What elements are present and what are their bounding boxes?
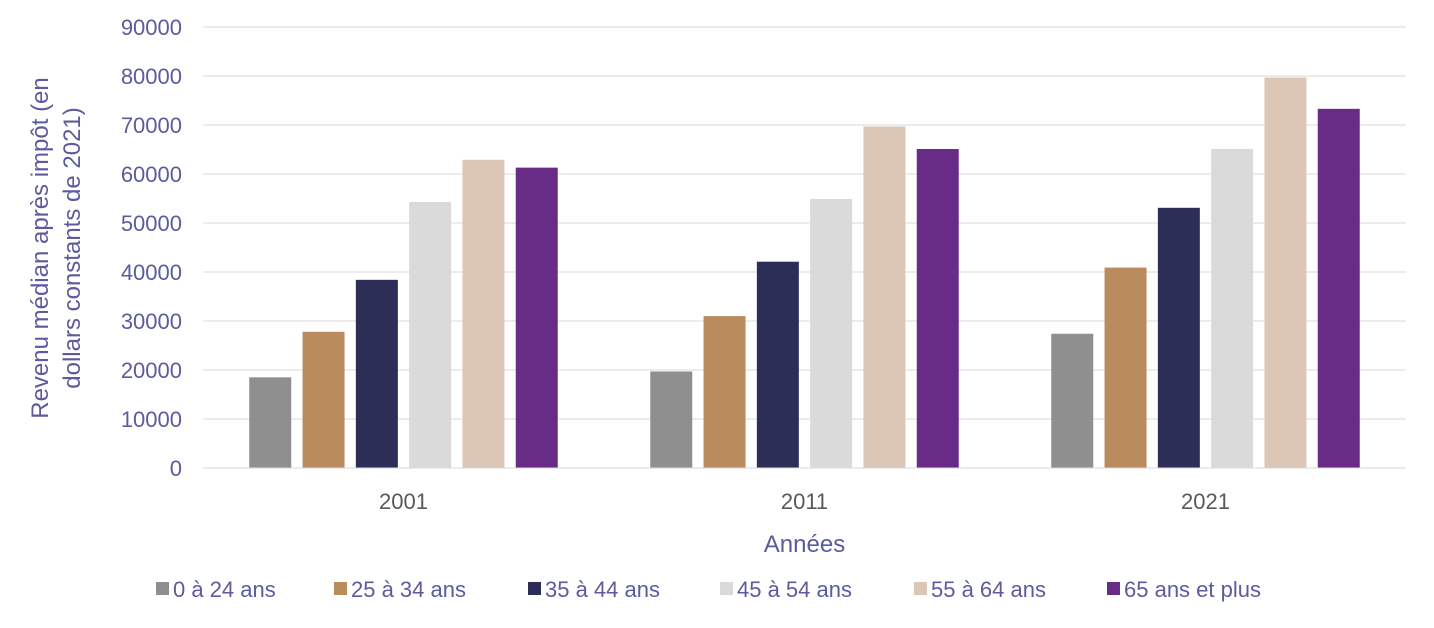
bar	[1211, 149, 1254, 468]
legend-swatch	[528, 582, 541, 595]
y-tick-label: 90000	[121, 15, 182, 40]
legend-label: 45 à 54 ans	[737, 577, 852, 602]
y-axis-title: Revenu médian après impôt (en dollars con…	[27, 77, 86, 419]
bar	[302, 331, 345, 468]
legend-label: 55 à 64 ans	[931, 577, 1046, 602]
x-axis-ticks: 2001 2011 2021	[379, 489, 1230, 514]
legend-label: 35 à 44 ans	[545, 577, 660, 602]
bar	[916, 149, 959, 468]
bar	[810, 198, 853, 469]
y-axis-ticks: 0 10000 20000 30000 40000 50000 60000 70000 8000…	[121, 15, 182, 481]
bar	[1104, 267, 1147, 468]
y-tick-label: 20000	[121, 358, 182, 383]
bar	[650, 371, 693, 468]
y-axis-title-line: dollars constants de 2021)	[59, 107, 86, 389]
y-tick-label: 60000	[121, 162, 182, 187]
y-tick-label: 30000	[121, 309, 182, 334]
x-axis-title: Années	[764, 531, 845, 558]
legend-swatch	[156, 582, 169, 595]
y-tick-label: 10000	[121, 407, 182, 432]
y-tick-label: 40000	[121, 260, 182, 285]
y-tick-label: 50000	[121, 211, 182, 236]
y-tick-label: 70000	[121, 113, 182, 138]
y-axis-title-line: Revenu médian après impôt (en	[27, 77, 54, 419]
x-tick-label: 2021	[1181, 489, 1230, 514]
bar	[1317, 108, 1360, 468]
legend-swatch	[720, 582, 733, 595]
legend-label: 0 à 24 ans	[173, 577, 276, 602]
bar	[249, 377, 292, 468]
legend: 0 à 24 ans 25 à 34 ans 35 à 44 ans 45 à 54 …	[156, 577, 1261, 602]
bar	[1264, 77, 1307, 468]
bar	[703, 316, 746, 468]
legend-label: 65 ans et plus	[1124, 577, 1261, 602]
bar	[409, 201, 452, 468]
bar	[756, 261, 799, 468]
legend-swatch	[914, 582, 927, 595]
bar	[863, 126, 906, 468]
x-tick-label: 2011	[781, 489, 828, 514]
bars	[249, 77, 1360, 469]
y-tick-label: 0	[170, 456, 182, 481]
bar	[515, 167, 558, 468]
x-tick-label: 2001	[379, 489, 428, 514]
gridlines	[203, 26, 1406, 420]
y-tick-label: 80000	[121, 64, 182, 89]
legend-label: 25 à 34 ans	[351, 577, 466, 602]
legend-swatch	[1107, 582, 1120, 595]
bar	[355, 279, 398, 468]
bar	[1157, 207, 1200, 468]
legend-swatch	[334, 582, 347, 595]
bar	[1051, 333, 1094, 468]
bar	[462, 159, 505, 469]
